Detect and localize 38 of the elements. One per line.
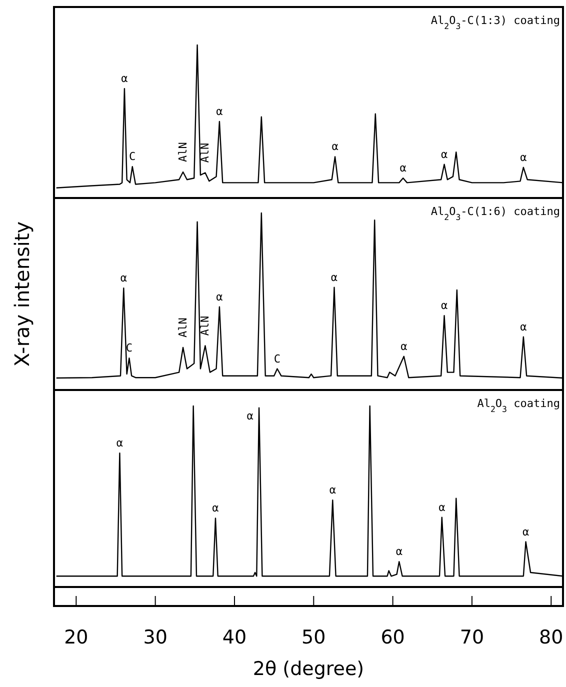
annotation: α <box>400 340 408 353</box>
chart-title: Al$_{2}$O$_{3}$-C(1:3) coating <box>430 14 560 31</box>
x-tick-label: 60 <box>380 626 405 648</box>
x-tick-label: 70 <box>460 626 484 648</box>
x-tick-label: 80 <box>539 626 564 648</box>
annotation: C <box>274 352 281 366</box>
annotation: AlN <box>176 318 190 338</box>
annotation: α <box>440 148 448 161</box>
annotation: α <box>329 484 336 497</box>
annotation: α <box>396 545 403 558</box>
x-tick-label: 50 <box>302 626 326 648</box>
annotation: α <box>400 162 407 175</box>
annotation: α <box>212 502 220 515</box>
annotation: α <box>440 299 448 312</box>
annotation: α <box>216 290 224 304</box>
annotation: α <box>520 320 528 334</box>
annotation: α <box>520 150 528 164</box>
x-tick-label: 30 <box>143 626 168 648</box>
x-tick-label: 40 <box>222 626 247 648</box>
annotation: α <box>438 500 446 514</box>
chart-title: Al$_{2}$O$_{3}$ coating <box>477 397 560 414</box>
annotation: α <box>332 140 339 154</box>
y-axis-title: X-ray intensity <box>10 221 34 367</box>
annotation: α <box>121 72 128 86</box>
x-tick-label: 20 <box>64 626 88 648</box>
annotation: α <box>116 436 124 450</box>
x-axis-title: 2θ (degree) <box>252 658 364 680</box>
annotation: α <box>522 525 530 538</box>
annotation: AlN <box>198 142 212 163</box>
annotation: α <box>330 270 338 284</box>
annotation: C <box>126 342 133 355</box>
annotation: AlN <box>198 316 212 336</box>
annotation: α <box>246 409 254 422</box>
annotation: AlN <box>176 142 190 162</box>
chart-title: Al$_{2}$O$_{3}$-C(1:6) coating <box>430 205 560 222</box>
annotation: C <box>129 150 136 164</box>
annotation: α <box>120 272 128 285</box>
annotation: α <box>216 105 224 118</box>
